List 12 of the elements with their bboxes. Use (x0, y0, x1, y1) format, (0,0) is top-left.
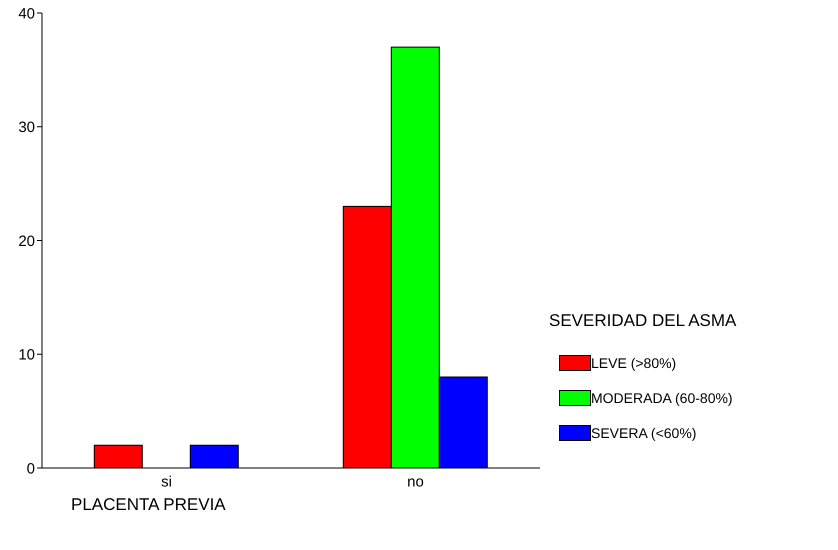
y-tick-label: 20 (18, 232, 35, 250)
y-tick-label: 40 (18, 5, 35, 22)
legend-label: MODERADA (60-80%) (591, 390, 733, 406)
legend-label: SEVERA (<60%) (591, 424, 696, 440)
legend-title: SEVERIDAD DEL ASMA (549, 311, 736, 331)
y-tick-label: 10 (18, 346, 35, 364)
x-axis-title: PLACENTA PREVIA (71, 495, 226, 515)
x-tick-label: si (161, 474, 172, 491)
legend-label: LEVE (>80%) (591, 354, 676, 370)
y-tick-label: 0 (26, 460, 35, 478)
y-tick-label: 30 (18, 119, 35, 136)
x-tick-label: no (407, 474, 424, 491)
